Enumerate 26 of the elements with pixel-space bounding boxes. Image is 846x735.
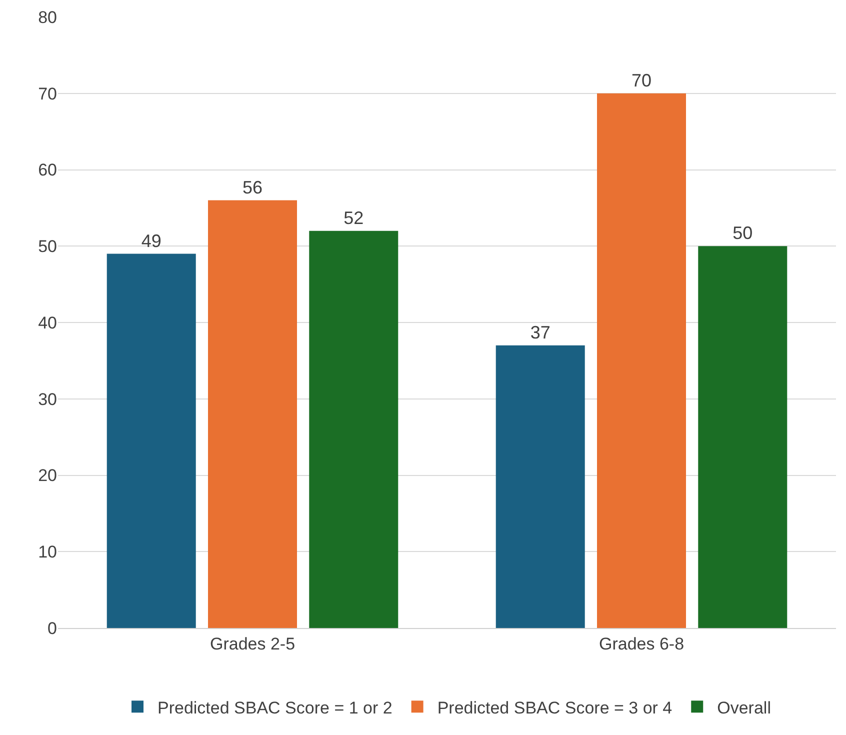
y-tick-label: 50	[38, 237, 57, 256]
data-label: 56	[242, 177, 263, 198]
legend-label: Overall	[717, 698, 771, 718]
y-tick-label: 20	[38, 466, 57, 486]
data-label: 49	[141, 230, 162, 251]
bar	[496, 345, 585, 628]
y-tick-label: 10	[38, 542, 57, 562]
bar	[106, 254, 196, 628]
bar	[597, 93, 686, 628]
data-label: 37	[530, 322, 550, 342]
data-label: 70	[631, 70, 652, 90]
data-label: 50	[732, 223, 753, 244]
x-tick-label: Grades 6-8	[598, 634, 684, 654]
legend-label: Predicted SBAC Score = 3 or 4	[437, 698, 672, 718]
legend-label: Predicted SBAC Score = 1 or 2	[158, 698, 392, 718]
y-tick-label: 80	[38, 8, 57, 27]
y-tick-label: 0	[48, 618, 57, 638]
y-tick-label: 30	[38, 390, 57, 409]
bar	[698, 246, 788, 628]
bar	[208, 200, 297, 628]
data-label: 52	[344, 208, 364, 228]
y-tick-label: 60	[38, 160, 57, 180]
x-tick-label: Grades 2-5	[210, 634, 296, 654]
y-tick-label: 70	[38, 84, 57, 104]
bar	[309, 230, 398, 628]
y-tick-label: 40	[38, 313, 57, 332]
